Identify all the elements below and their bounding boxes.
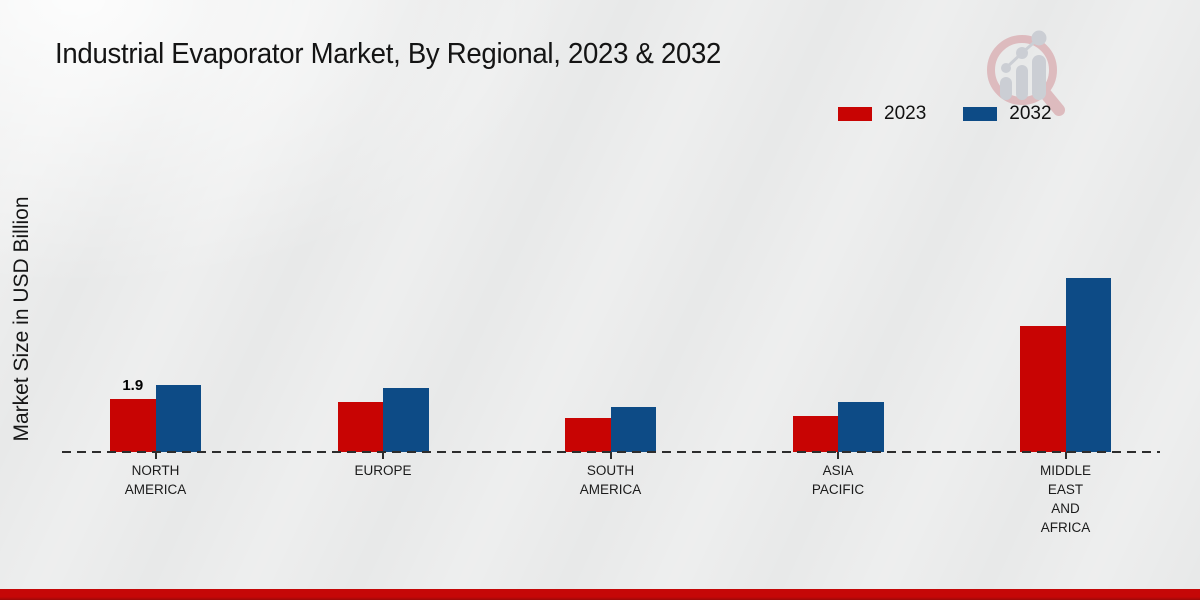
legend-item-2023: 2023 — [838, 103, 926, 125]
bar-2023-europe — [337, 402, 383, 452]
category-tick — [609, 452, 612, 459]
legend-label-2023: 2023 — [884, 103, 927, 124]
legend-swatch-2023 — [838, 107, 872, 121]
bar-2032-asia-pacific — [838, 402, 884, 452]
category-tick — [154, 452, 157, 459]
brand-logo-icon — [987, 30, 1065, 116]
bar-2032-south-america — [610, 407, 656, 452]
bar-2023-asia-pacific — [792, 416, 838, 452]
bar-2032-europe — [383, 388, 429, 452]
category-label-asia-pacific: ASIA PACIFIC — [811, 463, 865, 497]
category-label-north-america: NORTH AMERICA — [124, 463, 187, 497]
chart-title: Industrial Evaporator Market, By Regiona… — [55, 38, 722, 70]
legend: 2023 2032 — [838, 103, 1052, 125]
y-axis-label: Market Size in USD Billion — [10, 196, 33, 442]
legend-label-2032: 2032 — [1009, 103, 1052, 124]
legend-swatch-2032 — [963, 107, 998, 121]
category-label-middle-east-and-africa: MIDDLE EAST AND AFRICA — [1039, 463, 1091, 535]
bar-2023-north-america — [110, 399, 156, 452]
category-tick — [837, 452, 839, 459]
bar-2023-south-america — [565, 418, 611, 452]
category-label-south-america: SOUTH AMERICA — [579, 463, 642, 497]
bar-2032-middle-east-and-africa — [1065, 278, 1111, 452]
bar-2023-middle-east-and-africa — [1020, 326, 1066, 452]
bar-2032-north-america — [155, 385, 201, 452]
category-tick — [1064, 452, 1067, 459]
category-tick — [382, 452, 384, 459]
legend-item-2032: 2032 — [963, 103, 1052, 125]
category-label-europe: EUROPE — [354, 463, 412, 478]
bar-value-label: 1.9 — [122, 377, 144, 394]
footer-accent-bar — [0, 589, 1200, 600]
